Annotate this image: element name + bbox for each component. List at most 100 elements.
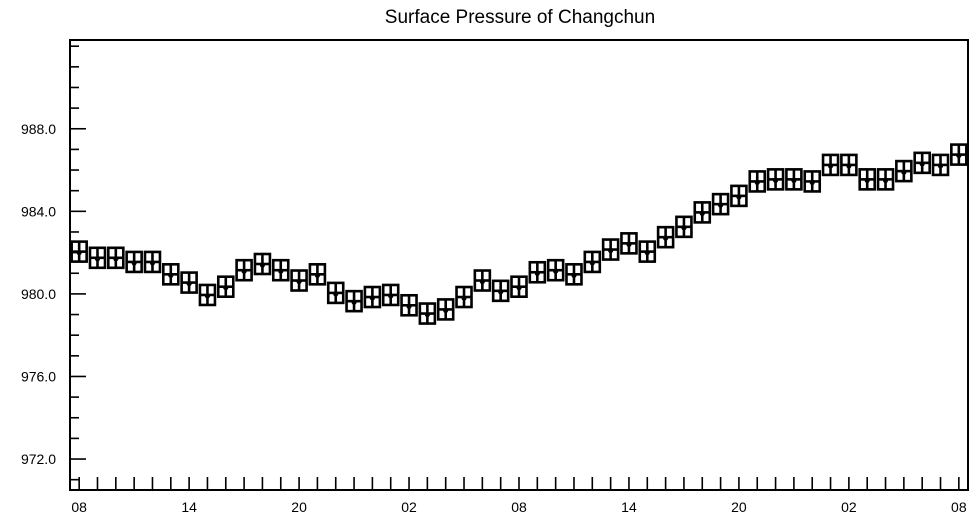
data-point-dot <box>772 177 779 183</box>
data-point <box>161 263 180 286</box>
data-point-dot <box>351 299 357 305</box>
data-point-dot <box>846 163 852 169</box>
y-tick-label: 984.0 <box>21 203 56 219</box>
data-point <box>198 283 217 307</box>
data-point-dot <box>241 268 247 274</box>
data-point <box>70 240 88 263</box>
data-point <box>821 153 840 177</box>
data-point <box>436 298 455 321</box>
x-tick-label: 08 <box>951 499 967 515</box>
data-point-dot <box>314 272 321 278</box>
y-tick-label: 988.0 <box>21 121 56 137</box>
data-point-dot <box>699 210 705 216</box>
data-point <box>455 285 473 309</box>
data-point <box>107 246 125 270</box>
x-tick-label: 02 <box>841 499 857 515</box>
data-point <box>638 240 657 263</box>
data-point <box>876 168 895 191</box>
data-point-dot <box>681 225 687 231</box>
data-point <box>345 289 363 313</box>
data-point-dot <box>388 293 394 299</box>
data-point-dot <box>571 272 577 278</box>
data-point-dot <box>919 161 925 167</box>
data-point-dot <box>498 289 504 295</box>
data-point <box>271 258 290 282</box>
data-point <box>748 170 767 193</box>
data-point <box>473 269 492 292</box>
data-point-dot <box>516 285 522 291</box>
data-point-dot <box>461 295 467 301</box>
data-point <box>546 258 565 282</box>
data-point-dot <box>901 169 907 175</box>
data-point <box>675 215 693 239</box>
data-point <box>326 281 345 305</box>
data-point-dot <box>113 256 119 262</box>
data-point <box>381 283 400 307</box>
data-point <box>785 168 803 191</box>
data-point-dot <box>626 241 632 247</box>
data-point <box>711 192 730 216</box>
data-point-dot <box>882 177 889 183</box>
data-point-dot <box>369 295 375 301</box>
x-tick-label: 20 <box>731 499 747 515</box>
data-point <box>895 159 913 183</box>
data-point-dot <box>406 303 412 309</box>
data-point-dot <box>791 177 797 183</box>
x-tick-label: 14 <box>621 499 637 515</box>
data-point-dot <box>736 194 742 200</box>
data-point <box>253 252 272 276</box>
data-point <box>656 225 675 249</box>
data-point <box>418 302 437 325</box>
data-point-dot <box>168 272 174 278</box>
data-point-dot <box>131 260 137 266</box>
data-point <box>730 184 748 208</box>
data-point <box>620 232 638 255</box>
data-point-dot <box>204 293 211 299</box>
data-point-dot <box>956 152 962 159</box>
data-point <box>510 275 528 299</box>
data-point-dot <box>644 250 650 256</box>
plot-frame <box>69 39 969 491</box>
data-point <box>583 250 602 274</box>
x-axis: 08 14 20 02 08 14 20 02 08 <box>71 477 967 515</box>
data-point-dot <box>553 268 559 274</box>
data-point <box>290 269 308 292</box>
y-axis: 972.0 976.0 980.0 984.0 988.0 <box>21 45 86 481</box>
y-tick-label: 980.0 <box>21 286 56 302</box>
data-point-dot <box>663 235 669 241</box>
data-point-dot <box>333 291 339 297</box>
data-point-dot <box>589 260 595 266</box>
data-point-dot <box>937 163 944 169</box>
data-point <box>803 170 822 193</box>
data-point <box>931 153 950 177</box>
data-point-dot <box>479 278 485 285</box>
data-point <box>216 275 235 299</box>
data-point-dot <box>259 262 266 268</box>
data-point-dot <box>149 260 156 266</box>
data-point-dot <box>754 179 760 186</box>
data-point <box>766 168 785 191</box>
y-tick-label: 972.0 <box>21 451 56 467</box>
data-point <box>491 279 510 303</box>
data-point <box>363 285 382 309</box>
x-tick-label: 02 <box>401 499 417 515</box>
data-point-dot <box>186 280 192 287</box>
y-tick-label: 976.0 <box>21 368 56 384</box>
data-point-dot <box>608 247 614 254</box>
data-point-dot <box>443 307 449 314</box>
data-point-dot <box>278 268 284 274</box>
data-point <box>913 151 931 175</box>
x-tick-label: 20 <box>291 499 307 515</box>
data-point <box>950 143 968 166</box>
data-point <box>235 258 253 282</box>
data-point-dot <box>76 250 82 256</box>
data-point-dot <box>534 270 540 276</box>
data-point-dot <box>717 202 724 208</box>
data-point-dot <box>223 285 229 291</box>
data-point-dot <box>424 311 430 318</box>
data-point-dot <box>809 179 815 186</box>
data-point <box>143 250 162 274</box>
data-point <box>840 153 858 177</box>
x-tick-label: 14 <box>181 499 197 515</box>
